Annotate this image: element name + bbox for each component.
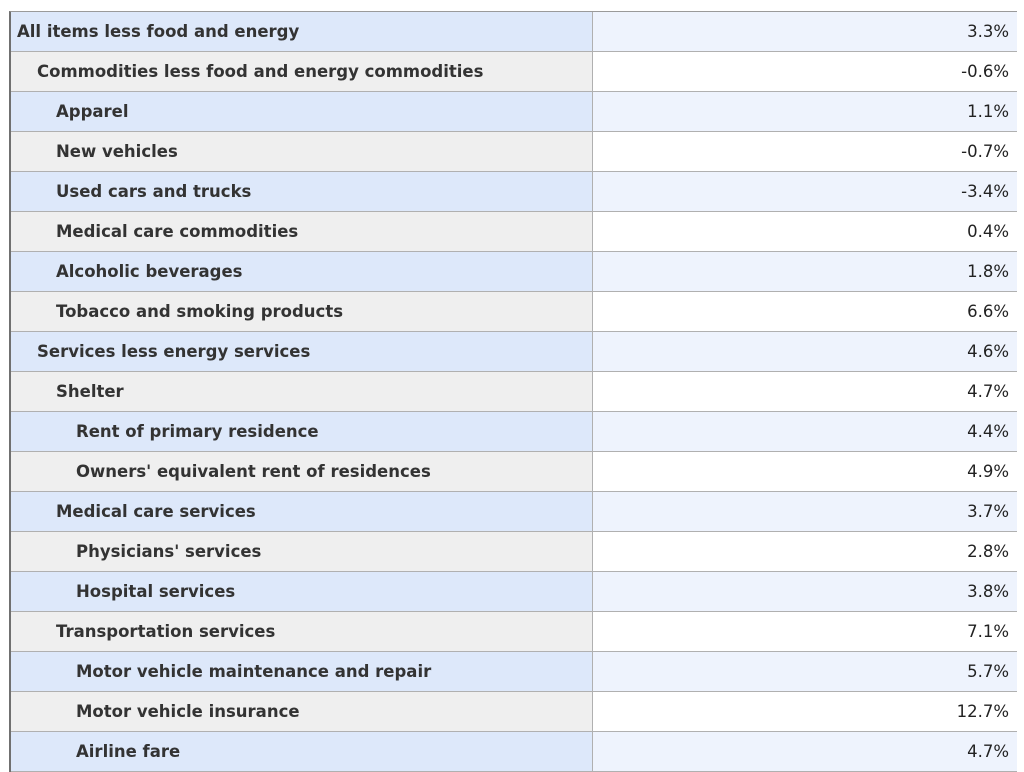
row-label: New vehicles: [11, 132, 593, 171]
row-label: Tobacco and smoking products: [11, 292, 593, 331]
table-row: Services less energy services 4.6%: [11, 332, 1017, 372]
row-label: Motor vehicle maintenance and repair: [11, 652, 593, 691]
row-label: Medical care services: [11, 492, 593, 531]
row-value: 3.8%: [593, 572, 1017, 611]
table-row: Owners' equivalent rent of residences 4.9…: [11, 452, 1017, 492]
row-label: Services less energy services: [11, 332, 593, 371]
table-row: Shelter 4.7%: [11, 372, 1017, 412]
row-value: -3.4%: [593, 172, 1017, 211]
table-row: Airline fare 4.7%: [11, 732, 1017, 772]
table-row: Rent of primary residence 4.4%: [11, 412, 1017, 452]
table-row: Commodities less food and energy commodi…: [11, 52, 1017, 92]
row-value: 3.3%: [593, 12, 1017, 51]
row-label: Rent of primary residence: [11, 412, 593, 451]
table-row: Motor vehicle maintenance and repair 5.7%: [11, 652, 1017, 692]
table-row: Used cars and trucks -3.4%: [11, 172, 1017, 212]
row-value: 5.7%: [593, 652, 1017, 691]
row-label: Alcoholic beverages: [11, 252, 593, 291]
row-value: -0.6%: [593, 52, 1017, 91]
row-label: Airline fare: [11, 732, 593, 771]
row-value: 3.7%: [593, 492, 1017, 531]
table-row: Medical care commodities 0.4%: [11, 212, 1017, 252]
cpi-change-table: All items less food and energy 3.3% Commod…: [9, 11, 1017, 772]
table-row: Alcoholic beverages 1.8%: [11, 252, 1017, 292]
table-row: Hospital services 3.8%: [11, 572, 1017, 612]
row-value: 1.1%: [593, 92, 1017, 131]
row-label: Transportation services: [11, 612, 593, 651]
row-value: 7.1%: [593, 612, 1017, 651]
row-label: Commodities less food and energy commodi…: [11, 52, 593, 91]
row-value: 0.4%: [593, 212, 1017, 251]
row-label: Motor vehicle insurance: [11, 692, 593, 731]
row-label: Medical care commodities: [11, 212, 593, 251]
row-label: Hospital services: [11, 572, 593, 611]
row-value: 4.7%: [593, 732, 1017, 771]
row-label: Physicians' services: [11, 532, 593, 571]
table-row: Tobacco and smoking products 6.6%: [11, 292, 1017, 332]
table-row: Motor vehicle insurance 12.7%: [11, 692, 1017, 732]
row-value: 4.7%: [593, 372, 1017, 411]
row-label: Owners' equivalent rent of residences: [11, 452, 593, 491]
row-value: -0.7%: [593, 132, 1017, 171]
row-value: 12.7%: [593, 692, 1017, 731]
row-label: All items less food and energy: [11, 12, 593, 51]
table-row: Medical care services 3.7%: [11, 492, 1017, 532]
table-row: Transportation services 7.1%: [11, 612, 1017, 652]
row-value: 4.4%: [593, 412, 1017, 451]
row-value: 6.6%: [593, 292, 1017, 331]
row-value: 2.8%: [593, 532, 1017, 571]
table-row: All items less food and energy 3.3%: [11, 12, 1017, 52]
table-row: Apparel 1.1%: [11, 92, 1017, 132]
row-label: Apparel: [11, 92, 593, 131]
row-value: 4.6%: [593, 332, 1017, 371]
row-value: 1.8%: [593, 252, 1017, 291]
row-value: 4.9%: [593, 452, 1017, 491]
table-row: Physicians' services 2.8%: [11, 532, 1017, 572]
table-row: New vehicles -0.7%: [11, 132, 1017, 172]
row-label: Used cars and trucks: [11, 172, 593, 211]
row-label: Shelter: [11, 372, 593, 411]
